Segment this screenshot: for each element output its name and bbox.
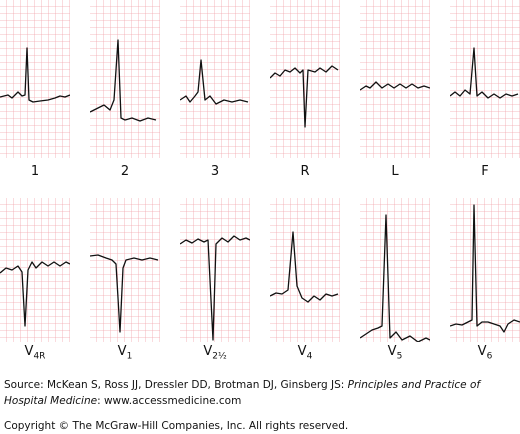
ecg-trace [450,47,519,99]
lead-name: V [477,344,487,359]
lead-label: R [270,164,340,179]
lead-name: V [203,344,213,359]
lead-subscript: 1 [126,351,133,362]
lead-name: V [387,344,397,359]
lead-subscript: 4 [306,351,313,362]
grid [360,198,430,342]
ecg-trace [90,39,157,122]
ecg-panel [0,0,70,158]
source: Source: McKean S, Ross JJ, Dressler DD, … [4,377,520,409]
lead-name: 1 [30,164,40,179]
lead-name: F [481,164,489,179]
ecg-trace [0,47,70,103]
lead-label: F [450,164,520,179]
lead-label: 2 [90,164,160,179]
lead-subscript: 5 [396,351,403,362]
source-suffix: : www.accessmedicine.com [97,395,242,407]
ecg-trace [180,235,250,341]
ecg-panel [270,0,340,158]
ecg-panel [180,198,250,342]
lead-name: V [24,344,34,359]
ecg-trace [270,65,339,128]
lead-name: 2 [120,164,130,179]
ecg-trace [180,59,249,105]
ecg-trace [0,261,70,327]
grid [270,0,340,158]
lead-label: V4R [0,344,70,362]
lead-subscript: 6 [486,351,493,362]
lead-name: V [297,344,307,359]
source-title: Principles and Practice of Hospital Medi… [4,379,481,407]
ecg-panel [450,198,520,342]
grid [0,0,70,158]
ecg-panel [450,0,520,158]
lead-label: 3 [180,164,250,179]
ecg-trace [360,214,430,342]
grid [270,198,340,342]
lead-label: V1 [90,344,160,362]
grid [90,198,160,342]
ecg-panel [360,198,430,342]
lead-label: V6 [450,344,520,362]
ecg-trace [270,231,339,303]
lead-subscript: 4R [33,351,46,362]
lead-label: V5 [360,344,430,362]
grid [90,0,160,158]
ecg-trace [90,254,159,333]
ecg-trace [450,204,520,333]
grid [360,0,430,158]
ecg-panel [270,198,340,342]
grid [180,0,250,158]
lead-label: V4 [270,344,340,362]
ecg-trace [360,81,430,91]
ecg-panel [90,0,160,158]
lead-label: V2½ [180,344,250,362]
grid [450,198,520,342]
grid [450,0,520,158]
source-prefix: Source: McKean S, Ross JJ, Dressler DD, … [4,379,348,391]
lead-name: 3 [210,164,220,179]
lead-label: L [360,164,430,179]
lead-subscript: 2½ [212,351,227,362]
lead-name: V [117,344,127,359]
ecg-panel [90,198,160,342]
lead-name: R [300,164,310,179]
lead-name: L [391,164,399,179]
ecg-panel [180,0,250,158]
ecg-panel [360,0,430,158]
copyright: Copyright © The McGraw-Hill Companies, I… [4,420,349,432]
ecg-panel [0,198,70,342]
lead-label: 1 [0,164,70,179]
